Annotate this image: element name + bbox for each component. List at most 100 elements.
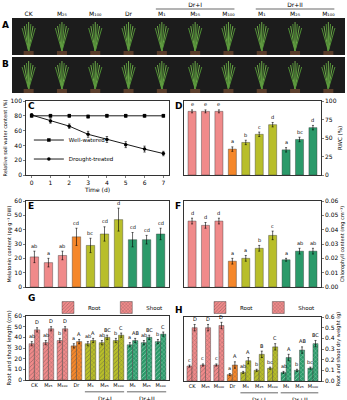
svg-text:M₁₀₀: M₁₀₀ xyxy=(57,382,67,388)
svg-text:D: D xyxy=(35,319,39,325)
svg-text:0.06: 0.06 xyxy=(325,197,339,204)
svg-text:Drought-treated: Drought-treated xyxy=(69,156,113,163)
svg-text:Root and shoot length (cm): Root and shoot length (cm) xyxy=(6,310,13,385)
svg-text:bc: bc xyxy=(87,230,93,236)
svg-text:cd: cd xyxy=(144,227,150,233)
svg-text:M₁₀₀: M₁₀₀ xyxy=(322,10,335,17)
svg-text:0.3: 0.3 xyxy=(325,345,335,352)
svg-text:M₁: M₁ xyxy=(158,10,166,17)
svg-text:AB: AB xyxy=(299,338,306,344)
svg-text:Chlorophyll content (mg cm⁻¹): Chlorophyll content (mg cm⁻¹) xyxy=(339,206,346,282)
svg-text:0: 0 xyxy=(18,171,22,178)
svg-text:Dr: Dr xyxy=(125,10,133,17)
svg-text:A: A xyxy=(91,330,95,336)
svg-text:D: D xyxy=(49,318,53,324)
svg-text:c: c xyxy=(271,223,274,229)
svg-text:CK: CK xyxy=(31,382,38,388)
svg-text:50: 50 xyxy=(14,211,22,218)
svg-text:0.05: 0.05 xyxy=(325,211,339,218)
svg-text:0: 0 xyxy=(18,376,22,383)
svg-text:0.4: 0.4 xyxy=(325,334,335,341)
svg-text:cd: cd xyxy=(130,224,136,230)
svg-text:bc: bc xyxy=(267,359,273,365)
svg-text:A: A xyxy=(77,331,81,337)
svg-text:Dr+II: Dr+II xyxy=(139,395,155,400)
svg-text:D: D xyxy=(63,318,67,324)
svg-text:BC: BC xyxy=(104,327,111,333)
svg-text:cd: cd xyxy=(102,218,108,224)
svg-text:B: B xyxy=(260,343,264,349)
svg-text:30: 30 xyxy=(14,240,22,247)
svg-text:a: a xyxy=(128,334,131,340)
svg-text:M₂₅: M₂₅ xyxy=(290,10,301,17)
svg-text:25: 25 xyxy=(325,153,333,160)
svg-text:a: a xyxy=(285,250,288,256)
svg-text:D: D xyxy=(219,314,223,320)
svg-text:d: d xyxy=(271,114,274,120)
svg-text:Dr: Dr xyxy=(74,382,81,388)
svg-text:50: 50 xyxy=(14,323,22,330)
svg-text:M₁: M₁ xyxy=(283,383,289,389)
svg-text:1: 1 xyxy=(49,179,53,186)
svg-text:d: d xyxy=(217,210,220,216)
svg-text:0.00: 0.00 xyxy=(325,283,339,290)
svg-text:5: 5 xyxy=(124,179,128,186)
svg-text:d: d xyxy=(204,214,207,220)
svg-text:M₁: M₁ xyxy=(87,382,93,388)
svg-text:A: A xyxy=(233,353,237,359)
svg-text:40: 40 xyxy=(14,142,22,149)
svg-text:b: b xyxy=(114,330,117,336)
svg-text:b: b xyxy=(58,330,61,336)
svg-text:RWC (%): RWC (%) xyxy=(337,126,343,150)
svg-text:C: C xyxy=(161,324,165,330)
svg-text:a: a xyxy=(47,250,50,256)
svg-text:c: c xyxy=(188,357,191,363)
svg-text:b: b xyxy=(156,331,159,337)
svg-text:M₁₀₀: M₁₀₀ xyxy=(155,382,165,388)
svg-text:M₂₅: M₂₅ xyxy=(57,10,68,17)
svg-text:cd: cd xyxy=(158,220,164,226)
svg-text:0.6: 0.6 xyxy=(325,313,335,320)
svg-text:4: 4 xyxy=(105,179,109,186)
svg-text:A: A xyxy=(246,349,250,355)
svg-text:M₁₀₀: M₁₀₀ xyxy=(222,10,235,17)
svg-text:2: 2 xyxy=(67,179,71,186)
svg-text:AB: AB xyxy=(132,330,139,336)
svg-text:Dr+I: Dr+I xyxy=(98,395,112,400)
svg-text:BC: BC xyxy=(146,327,153,333)
svg-text:D: D xyxy=(193,316,197,322)
svg-text:Relative soil water content (%: Relative soil water content (%) xyxy=(2,99,8,176)
svg-text:ab: ab xyxy=(297,240,303,246)
svg-text:100: 100 xyxy=(325,97,337,104)
svg-text:ab: ab xyxy=(240,363,246,369)
svg-text:ab: ab xyxy=(59,243,65,249)
svg-text:M₂₅: M₂₅ xyxy=(142,382,150,388)
svg-text:75: 75 xyxy=(325,116,333,123)
svg-text:A: A xyxy=(287,346,291,352)
svg-text:10: 10 xyxy=(14,365,22,372)
svg-text:60: 60 xyxy=(14,127,22,134)
svg-text:ab: ab xyxy=(29,333,35,339)
svg-text:20: 20 xyxy=(14,156,22,163)
svg-text:Root and shoot dry weight (g): Root and shoot dry weight (g) xyxy=(335,312,342,387)
svg-text:a: a xyxy=(285,139,288,145)
svg-text:0.02: 0.02 xyxy=(325,254,339,261)
svg-text:e: e xyxy=(204,101,207,107)
svg-text:M₂₅: M₂₅ xyxy=(295,383,303,389)
svg-text:b: b xyxy=(295,361,298,367)
svg-text:M₂₅: M₂₅ xyxy=(201,383,209,389)
svg-text:M₂₅: M₂₅ xyxy=(255,383,263,389)
svg-text:3: 3 xyxy=(86,179,90,186)
svg-text:0: 0 xyxy=(325,171,329,178)
svg-text:0.2: 0.2 xyxy=(325,356,335,363)
svg-text:7: 7 xyxy=(161,179,165,186)
svg-text:D: D xyxy=(206,316,210,322)
svg-text:0.0: 0.0 xyxy=(325,377,335,384)
svg-text:a: a xyxy=(228,365,231,371)
svg-text:50: 50 xyxy=(325,134,333,141)
svg-text:a: a xyxy=(231,250,234,256)
svg-text:Dr+II: Dr+II xyxy=(287,1,303,8)
svg-text:cd: cd xyxy=(73,220,79,226)
svg-text:0.01: 0.01 xyxy=(325,269,339,276)
svg-text:c: c xyxy=(201,355,204,361)
